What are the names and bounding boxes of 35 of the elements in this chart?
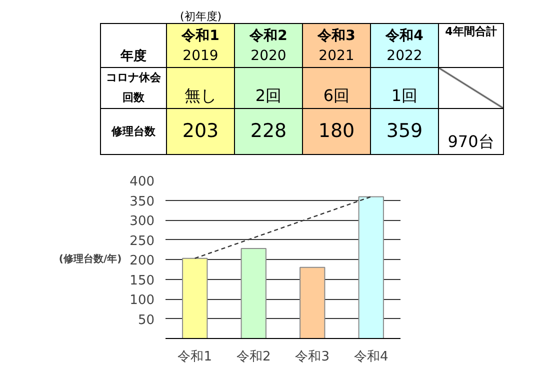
text: 2回 — [234, 68, 302, 108]
text: コロナ休会回数 — [105, 70, 162, 106]
y-tick-label: 300 — [130, 214, 155, 229]
category-label: 令和2 — [250, 28, 288, 44]
text: 無し — [166, 68, 234, 108]
text: 年度 — [100, 24, 166, 68]
text: 6回 — [302, 68, 370, 108]
x-tick-label: 令和2 — [236, 350, 271, 364]
y-tick-label: 250 — [130, 234, 155, 249]
x-tick-label: 令和3 — [295, 350, 330, 364]
text: 2022 — [386, 48, 422, 64]
category-label: 令和1 — [182, 28, 220, 44]
text: 修理台数 — [100, 108, 166, 154]
text: 1回 — [370, 68, 438, 108]
text: 2020 — [250, 48, 286, 64]
x-tick-label: 令和4 — [354, 350, 388, 364]
y-tick-label: 400 — [130, 174, 155, 190]
text: 180 — [302, 108, 370, 154]
text: 2019 — [182, 48, 218, 64]
y-tick-label: 200 — [130, 254, 155, 268]
category-label: 令和4 — [386, 28, 424, 44]
text: 203 — [166, 108, 234, 154]
y-tick-label: 100 — [130, 293, 155, 308]
text: 228 — [234, 108, 302, 154]
text: 2021 — [318, 48, 354, 64]
text: 4年間合計 — [438, 24, 504, 68]
text: 359 — [370, 108, 438, 154]
y-tick-label: 150 — [130, 273, 155, 288]
category-label: 令和3 — [318, 28, 356, 44]
text: 970台 — [438, 108, 504, 154]
y-axis-title: (修理台数/年) — [58, 253, 122, 265]
y-tick-label: 50 — [138, 312, 155, 328]
x-tick-label: 令和1 — [178, 350, 212, 364]
y-tick-label: 350 — [130, 194, 155, 210]
text: (初年度) — [180, 9, 223, 23]
